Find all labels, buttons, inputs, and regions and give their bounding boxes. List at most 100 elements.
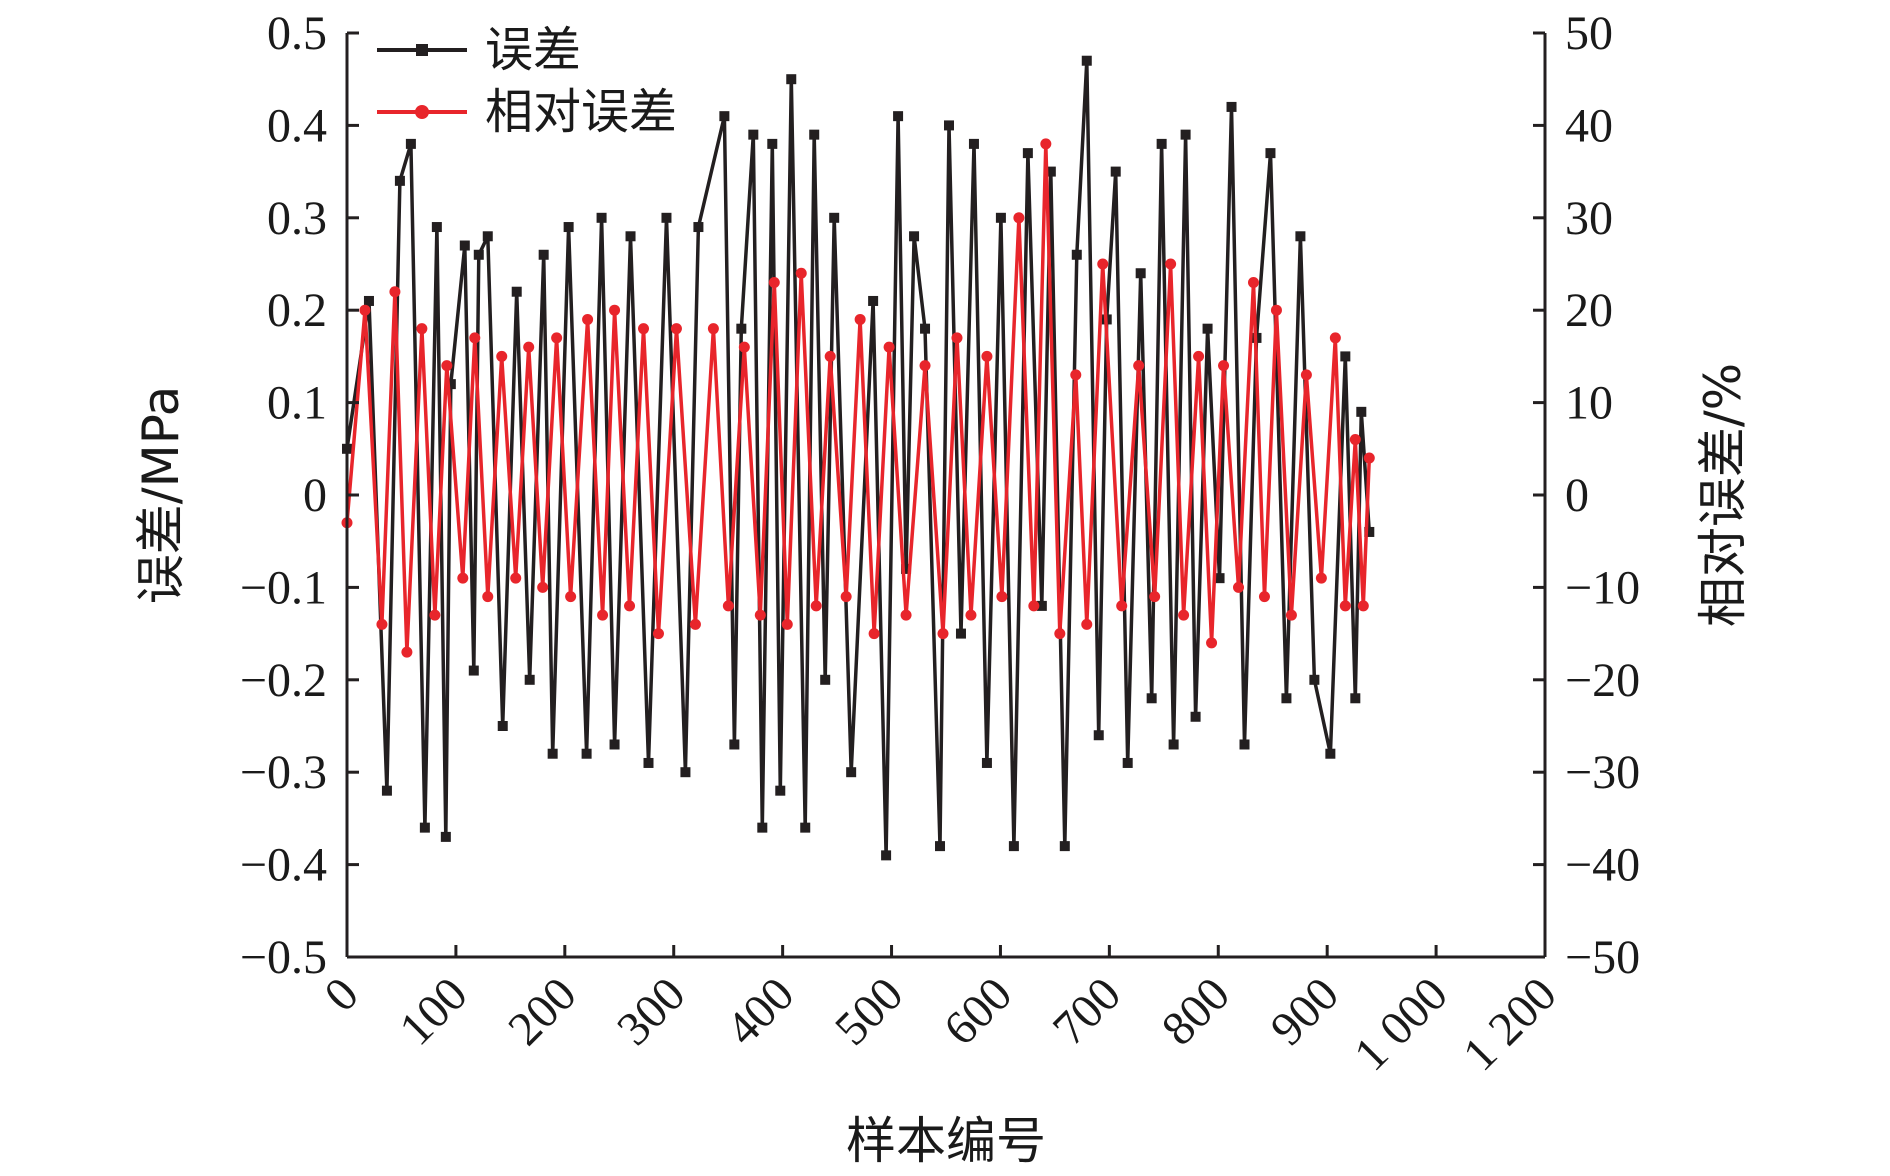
data-point (810, 600, 822, 612)
data-point (496, 350, 508, 362)
data-point (748, 129, 759, 140)
data-point (482, 231, 493, 242)
data-point (1178, 609, 1190, 621)
data-point (689, 618, 701, 630)
data-point (1135, 268, 1146, 279)
data-point (981, 757, 992, 768)
data-point (775, 785, 786, 796)
right-y-tick-label: −30 (1565, 746, 1640, 799)
x-tick-label: 100 (389, 967, 477, 1055)
data-point (1265, 148, 1276, 159)
data-point (1097, 258, 1109, 270)
data-point (482, 591, 494, 603)
data-point (1193, 350, 1205, 362)
data-point (881, 850, 892, 861)
series-relative-error (341, 138, 1375, 658)
data-point (951, 332, 963, 344)
left-y-tick-label: 0.5 (267, 7, 327, 60)
right-y-tick-label: 20 (1565, 284, 1613, 337)
data-point (643, 757, 654, 768)
x-tick-label: 600 (934, 967, 1022, 1055)
data-point (935, 841, 946, 852)
right-y-tick-label: 30 (1565, 192, 1613, 245)
data-point (1233, 581, 1245, 593)
data-point (781, 618, 793, 630)
data-point (1093, 730, 1104, 741)
data-point (719, 111, 730, 122)
data-point (795, 267, 807, 279)
x-tick-label: 1 200 (1453, 967, 1567, 1081)
right-y-tick-label: −20 (1565, 654, 1640, 707)
left-y-tick-label: 0.3 (267, 192, 327, 245)
series-error (342, 55, 1375, 861)
data-point (920, 323, 931, 334)
x-tick-label: 500 (825, 967, 913, 1055)
right-y-tick-label: 10 (1565, 377, 1613, 430)
data-point (900, 609, 912, 621)
data-point (868, 628, 880, 640)
data-point (786, 74, 797, 85)
data-point (457, 572, 469, 584)
x-tick-label: 0 (314, 967, 368, 1021)
data-point (1339, 600, 1351, 612)
data-point (1325, 748, 1336, 759)
data-point (1133, 360, 1145, 372)
data-point (511, 286, 522, 297)
data-point (1281, 693, 1292, 704)
legend: 误差 相对误差 (377, 22, 677, 140)
right-y-tick-label: −50 (1565, 931, 1640, 984)
data-point (738, 341, 750, 353)
data-point (381, 785, 392, 796)
data-point (757, 822, 768, 833)
left-y-tick-label: −0.5 (240, 931, 327, 984)
data-point (445, 379, 456, 390)
data-point (981, 350, 993, 362)
data-point (394, 175, 405, 186)
data-point (680, 767, 691, 778)
left-y-tick-label: 0.4 (267, 99, 327, 152)
x-tick-label: 200 (498, 967, 586, 1055)
data-point (1054, 628, 1066, 640)
data-point (901, 563, 912, 574)
series-line (345, 142, 1372, 654)
left-y-tick-label: −0.3 (240, 746, 327, 799)
data-point (359, 304, 371, 316)
data-point (1168, 739, 1179, 750)
data-point (1081, 55, 1092, 66)
data-point (538, 249, 549, 260)
data-point (401, 646, 413, 658)
data-point (524, 674, 535, 685)
data-point (1116, 600, 1128, 612)
x-tick-label: 1 000 (1344, 967, 1458, 1081)
left-y-tick-label: 0.1 (267, 377, 327, 430)
series-line (345, 58, 1372, 858)
data-point (820, 674, 831, 685)
x-axis-title: 样本编号 (846, 1112, 1046, 1170)
data-point (1190, 711, 1201, 722)
data-point (1202, 323, 1213, 334)
data-point (1285, 609, 1297, 621)
data-point (1309, 674, 1320, 685)
data-point (1028, 600, 1040, 612)
data-point (1156, 138, 1167, 149)
x-tick-label: 400 (716, 967, 804, 1055)
data-point (1364, 526, 1375, 537)
data-point (638, 323, 650, 335)
data-point (1363, 452, 1375, 464)
data-point (800, 822, 811, 833)
legend-label-error: 误差 (485, 22, 581, 78)
data-point (389, 286, 401, 298)
data-point (547, 748, 558, 759)
data-point (652, 628, 664, 640)
left-y-tick-label: −0.4 (240, 839, 327, 892)
data-point (1350, 693, 1361, 704)
data-point (440, 831, 451, 842)
left-y-tick-label: 0.2 (267, 284, 327, 337)
data-point (809, 129, 820, 140)
data-point (1226, 101, 1237, 112)
right-y-axis-title: 相对误差/% (1694, 363, 1752, 627)
data-point (468, 665, 479, 676)
data-point (893, 111, 904, 122)
data-point (919, 360, 931, 372)
data-point (416, 323, 428, 335)
